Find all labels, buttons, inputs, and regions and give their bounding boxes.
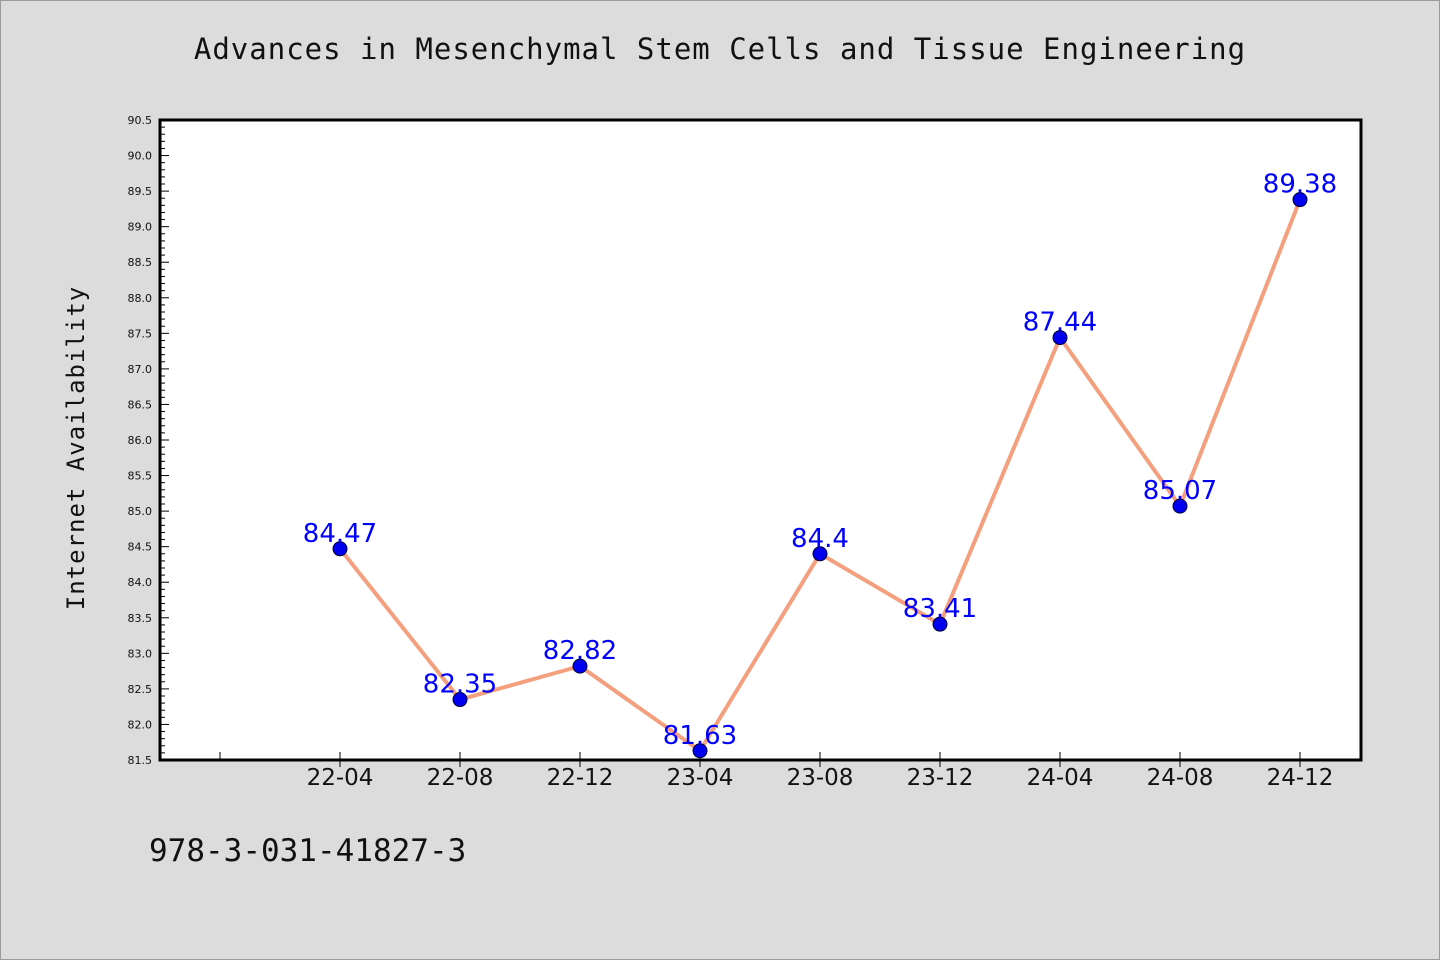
y-tick-label: 85.0 <box>128 505 153 518</box>
y-tick-label: 89.5 <box>128 185 153 198</box>
x-tick-label: 22-12 <box>547 765 614 791</box>
y-tick-label: 86.5 <box>128 398 153 411</box>
data-point <box>332 541 348 557</box>
plot-area <box>158 118 1363 762</box>
y-tick-label: 84.5 <box>128 541 153 554</box>
data-label: 89.38 <box>1263 170 1337 200</box>
y-tick-label: 81.5 <box>128 754 153 767</box>
x-tick-label: 23-12 <box>907 765 974 791</box>
data-point <box>1292 192 1308 208</box>
x-tick-label: 24-04 <box>1027 765 1094 791</box>
data-label: 87.44 <box>1023 308 1097 338</box>
data-point <box>572 658 588 674</box>
data-label: 81.63 <box>663 721 737 751</box>
isbn-label: 978-3-031-41827-3 <box>149 833 467 869</box>
x-tick-label: 24-08 <box>1147 765 1214 791</box>
data-point <box>932 616 948 632</box>
chart-title: Advances in Mesenchymal Stem Cells and T… <box>193 32 1247 66</box>
y-tick-label: 88.5 <box>128 256 153 269</box>
data-point <box>452 692 468 708</box>
data-label: 83.41 <box>903 594 977 624</box>
data-label: 84.47 <box>303 519 377 549</box>
y-tick-label: 83.5 <box>128 612 153 625</box>
data-label: 85.07 <box>1143 476 1217 506</box>
y-tick-label: 86.0 <box>128 434 153 447</box>
x-tick-label: 24-12 <box>1267 765 1334 791</box>
y-tick-label: 82.0 <box>128 718 153 731</box>
y-tick-label: 82.5 <box>128 683 153 696</box>
data-label: 82.82 <box>543 636 617 666</box>
y-tick-label: 87.5 <box>128 327 153 340</box>
y-tick-label: 89.0 <box>128 221 153 234</box>
y-tick-label: 87.0 <box>128 363 153 376</box>
data-point <box>1172 498 1188 514</box>
y-tick-label: 85.5 <box>128 470 153 483</box>
x-tick-label: 22-04 <box>307 765 374 791</box>
y-tick-label: 88.0 <box>128 292 153 305</box>
data-label: 82.35 <box>423 670 497 700</box>
y-axis-label: Internet Availability <box>62 286 90 610</box>
data-point <box>812 546 828 562</box>
y-tick-label: 84.0 <box>128 576 153 589</box>
x-tick-label: 23-04 <box>667 765 734 791</box>
y-tick-label: 90.0 <box>128 150 153 163</box>
x-tick-label: 23-08 <box>787 765 854 791</box>
data-point <box>692 743 708 759</box>
y-tick-label: 90.5 <box>128 114 153 127</box>
x-tick-label: 22-08 <box>427 765 494 791</box>
data-label: 84.4 <box>791 524 849 554</box>
data-point <box>1052 330 1068 346</box>
y-tick-label: 83.0 <box>128 647 153 660</box>
